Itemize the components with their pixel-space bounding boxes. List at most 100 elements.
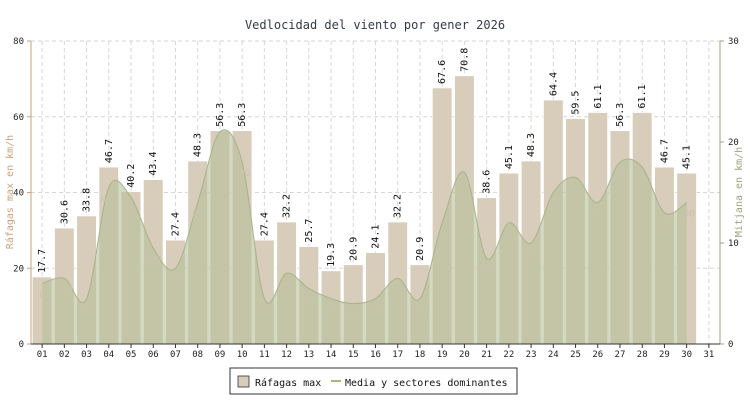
legend-label-area: Media y sectores dominantes <box>345 378 508 389</box>
y-axis-label-left: Ráfagas max en km/h <box>4 135 16 249</box>
x-tick-label: 03 <box>81 350 92 360</box>
value-label: 25.7 <box>304 219 315 243</box>
value-label: 20.9 <box>415 237 426 261</box>
x-tick-label: 01 <box>37 350 48 360</box>
direction-label: SO <box>281 280 292 290</box>
direction-label: N <box>84 306 89 316</box>
x-tick-label: 21 <box>481 350 492 360</box>
direction-label: OSO <box>345 311 361 321</box>
axes: 0 20 40 60 80 0 10 20 30 01 02 03 04 05 06 07 08 09 10 11 12… <box>13 37 739 360</box>
x-tick-label: 04 <box>103 350 114 360</box>
direction-label: OSO <box>56 285 72 295</box>
value-label: 61.1 <box>637 84 648 108</box>
value-label: 56.3 <box>237 103 248 127</box>
legend-swatch-bars <box>237 375 250 388</box>
direction-label: SO <box>303 295 314 305</box>
x-tick-label: 28 <box>637 350 648 360</box>
value-label: 30.6 <box>59 200 70 224</box>
x-tick-label: 31 <box>703 350 714 360</box>
value-label: 46.7 <box>659 139 670 163</box>
y-tick-label-right: 20 <box>728 138 739 148</box>
value-label: 40.2 <box>126 164 137 188</box>
x-tick-label: 18 <box>415 350 426 360</box>
y-axis-label-right: Mitjana en km/h <box>734 147 745 237</box>
value-label: 38.6 <box>482 170 493 194</box>
direction-label: O <box>551 200 556 210</box>
x-tick-label: 24 <box>548 350 559 360</box>
direction-label: SO <box>615 169 626 179</box>
legend-box <box>229 367 518 395</box>
value-label: 67.6 <box>437 60 448 84</box>
direction-label: ONO <box>234 169 250 179</box>
x-tick-label: 08 <box>192 350 203 360</box>
x-tick-label: 16 <box>370 350 381 360</box>
direction-label: ONO <box>167 275 183 285</box>
direction-label: O <box>639 174 644 184</box>
value-label: 48.3 <box>526 133 537 157</box>
direction-label: O <box>262 306 267 316</box>
x-tick-label: 05 <box>126 350 137 360</box>
direction-label: O <box>39 290 44 300</box>
direction-label: SO <box>192 210 203 220</box>
x-tick-label: 27 <box>615 350 626 360</box>
legend-label-bars: Ráfagas max <box>255 377 321 389</box>
x-tick-label: 20 <box>459 350 470 360</box>
value-label: 32.2 <box>282 194 293 218</box>
value-label: 20.9 <box>348 237 359 261</box>
direction-label: NE <box>459 179 470 189</box>
x-tick-label: 19 <box>437 350 448 360</box>
value-label: 45.1 <box>504 145 515 169</box>
value-label: 64.4 <box>548 72 559 96</box>
value-label: 59.5 <box>571 91 582 115</box>
direction-label: S <box>395 285 400 295</box>
direction-label: OSO <box>679 210 695 220</box>
x-tick-label: 30 <box>681 350 692 360</box>
value-label: 56.3 <box>615 103 626 127</box>
value-label: 24.1 <box>371 225 382 249</box>
direction-label: O <box>573 184 578 194</box>
y-tick-label-left: 80 <box>13 37 24 47</box>
value-label: 46.7 <box>104 139 115 163</box>
value-label: 27.4 <box>170 212 181 236</box>
x-tick-label: 17 <box>392 350 403 360</box>
x-tick-label: 13 <box>303 350 314 360</box>
x-tick-label: 11 <box>259 350 270 360</box>
chart-title: Vedlocidad del viento por gener 2026 <box>245 18 505 32</box>
y-tick-label-left: 60 <box>13 113 24 123</box>
direction-label: O <box>595 210 600 220</box>
x-tick-label: 29 <box>659 350 670 360</box>
value-label: 61.1 <box>593 84 604 108</box>
value-label: 45.1 <box>682 145 693 169</box>
x-tick-label: 06 <box>148 350 159 360</box>
value-label: 33.8 <box>82 188 93 212</box>
direction-label: OSO <box>656 220 672 230</box>
x-tick-label: 22 <box>503 350 514 360</box>
direction-labels: OOSONNNENNNOONOSOONOOSOSOSOOSOSOSOSONNEN… <box>39 169 694 320</box>
value-label: 27.4 <box>259 212 270 236</box>
value-label: 32.2 <box>393 194 404 218</box>
value-label: 56.3 <box>215 103 226 127</box>
x-tick-label: 12 <box>281 350 292 360</box>
direction-label: N <box>128 205 133 215</box>
direction-label: SO <box>326 306 337 316</box>
value-label: 17.7 <box>37 249 48 273</box>
value-label: 48.3 <box>193 133 204 157</box>
value-label: 70.8 <box>459 48 470 72</box>
direction-label: OSO <box>523 250 539 260</box>
direction-label: SO <box>370 306 381 316</box>
value-labels: 17.7 30.6 33.8 46.7 40.2 43.4 27.4 48.3 56.3 56.3… <box>37 48 693 273</box>
direction-label: O <box>506 230 511 240</box>
x-tick-label: 23 <box>526 350 537 360</box>
y-tick-label-right: 30 <box>728 37 739 47</box>
y-tick-label-left: 20 <box>13 264 24 274</box>
legend: Ráfagas max Media y sectores dominantes <box>229 367 518 395</box>
x-tick-label: 10 <box>237 350 248 360</box>
y-tick-label-left: 40 <box>13 189 24 199</box>
x-tick-label: 09 <box>214 350 225 360</box>
x-tick-label: 14 <box>326 350 337 360</box>
y-tick-label-left: 0 <box>19 340 24 350</box>
y-tick-label-right: 10 <box>728 239 739 249</box>
x-tick-label: 07 <box>170 350 181 360</box>
x-tick-label: 26 <box>592 350 603 360</box>
